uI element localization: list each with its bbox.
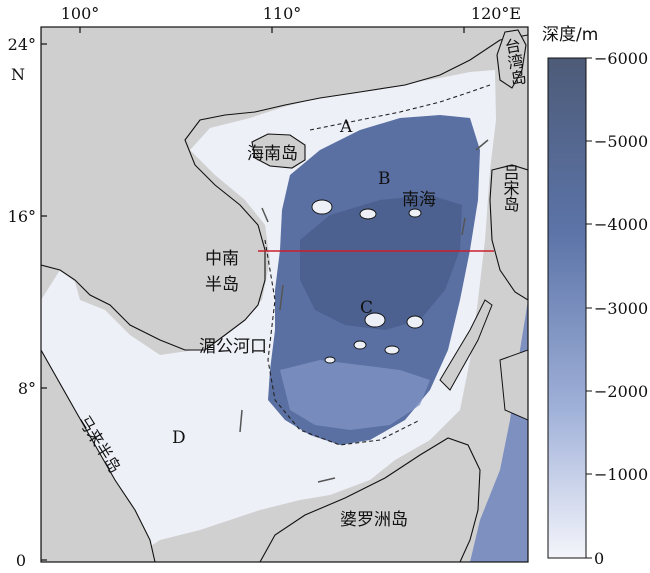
lat-tick-0: 0 xyxy=(16,551,26,570)
label-luzon: 吕宋岛 xyxy=(501,164,520,213)
label-a: A xyxy=(339,117,353,137)
colorbar-tick-6000: −6000 xyxy=(594,49,648,68)
deep-basin-core xyxy=(300,195,462,330)
colorbar-tick-3000: −3000 xyxy=(594,299,648,318)
taiwan-island xyxy=(496,29,527,89)
map-frame xyxy=(40,26,529,563)
philippine-sea xyxy=(470,27,528,562)
tick-marks xyxy=(41,27,465,561)
lat-tick-24: 24° xyxy=(8,35,36,54)
label-luzon-text: 吕宋岛 xyxy=(501,164,520,213)
lon-tick-110: 110° xyxy=(263,4,302,23)
luzon-island xyxy=(489,164,528,301)
label-c: C xyxy=(360,298,373,318)
colorbar-tick-2000: −2000 xyxy=(594,382,648,401)
label-indochina-2: 半岛 xyxy=(205,275,239,295)
mindanao-island xyxy=(499,349,528,421)
colorbar-title: 深度/m xyxy=(542,25,598,45)
borneo-island xyxy=(259,437,481,562)
lat-tick-16: 16° xyxy=(8,207,36,226)
label-b: B xyxy=(378,169,391,189)
lat-tick-n: N xyxy=(11,65,25,84)
label-indochina-1: 中南 xyxy=(205,249,239,269)
reef-patches xyxy=(311,199,424,364)
colorbar xyxy=(547,57,587,559)
colorbar-tick-1000: −1000 xyxy=(594,465,648,484)
label-d: D xyxy=(172,428,186,448)
label-hainan: 海南岛 xyxy=(247,144,298,164)
colorbar-tick-4000: −4000 xyxy=(594,215,648,234)
malay-peninsula xyxy=(41,348,156,562)
hainan-island xyxy=(251,133,306,169)
map-area xyxy=(41,27,528,562)
mainland-land xyxy=(41,27,528,351)
dash-markers xyxy=(239,139,489,483)
label-nanhai: 南海 xyxy=(402,190,436,210)
colorbar-tick-5000: −5000 xyxy=(594,132,648,151)
shelf-break-line-south xyxy=(264,239,421,446)
palawan-island xyxy=(439,299,493,391)
label-borneo: 婆罗洲岛 xyxy=(340,510,408,530)
continental-slope xyxy=(280,360,430,430)
label-mekong: 湄公河口 xyxy=(199,337,267,357)
lon-tick-120e: 120°E xyxy=(471,4,521,23)
lon-tick-100: 100° xyxy=(61,4,100,23)
shelf-break-line xyxy=(309,84,491,131)
colorbar-ticks xyxy=(586,57,592,559)
colorbar-tick-0: 0 xyxy=(594,549,604,568)
lat-tick-8: 8° xyxy=(18,379,36,398)
